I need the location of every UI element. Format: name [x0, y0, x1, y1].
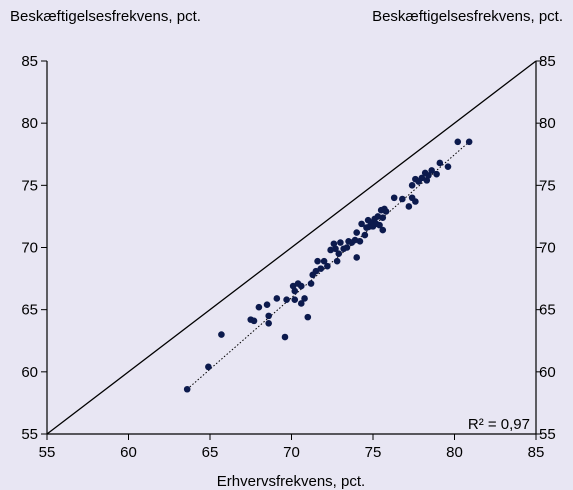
- data-point: [297, 282, 305, 290]
- data-point: [358, 220, 365, 228]
- data-point: [343, 244, 351, 251]
- data-point: [320, 257, 328, 265]
- x-tick-label: 75: [365, 444, 382, 461]
- data-point: [423, 177, 431, 184]
- data-point: [205, 363, 212, 371]
- data-point: [356, 237, 364, 245]
- y-tick-label-right: 85: [539, 53, 556, 70]
- data-point: [379, 214, 387, 221]
- data-point: [408, 182, 416, 189]
- x-tick-label: 85: [528, 444, 545, 461]
- data-point: [291, 296, 299, 304]
- data-points: [183, 138, 473, 393]
- data-point: [361, 231, 369, 239]
- x-tick-label: 55: [39, 444, 56, 461]
- data-point: [425, 172, 432, 179]
- y-tick-label-left: 70: [21, 240, 38, 257]
- data-point: [312, 267, 320, 275]
- data-point: [353, 229, 361, 236]
- data-point: [399, 195, 406, 203]
- y-tick-label-left: 75: [21, 177, 38, 194]
- data-point: [382, 208, 390, 215]
- data-point: [376, 221, 383, 229]
- x-tick-label: 60: [120, 444, 137, 461]
- data-point: [436, 159, 444, 167]
- axes: [41, 60, 542, 440]
- plot-lines: [46, 60, 537, 435]
- data-point: [454, 138, 462, 146]
- data-point: [307, 280, 315, 287]
- data-point: [250, 317, 258, 325]
- data-point: [412, 198, 419, 205]
- x-tick-label: 80: [446, 444, 463, 461]
- data-point: [314, 257, 321, 265]
- data-point: [263, 301, 271, 308]
- y-tick-label-left: 55: [21, 426, 38, 443]
- data-point: [332, 245, 339, 253]
- data-point: [218, 331, 225, 338]
- r-squared-annotation: R² = 0,97: [468, 416, 530, 433]
- y-axis-title-left: Beskæftigelsesfrekvens, pct.: [10, 8, 201, 25]
- y-tick-label-right: 65: [539, 302, 556, 319]
- data-point: [281, 333, 289, 341]
- y-tick-label-right: 60: [539, 364, 556, 381]
- y-tick-label-left: 85: [21, 53, 38, 70]
- data-point: [428, 167, 435, 174]
- y-tick-label-right: 70: [539, 240, 556, 257]
- data-point: [289, 282, 297, 290]
- trendline: [186, 141, 470, 390]
- data-point: [379, 226, 387, 234]
- data-point: [301, 295, 308, 302]
- data-point: [465, 138, 473, 146]
- data-point: [418, 174, 426, 182]
- data-point: [335, 250, 343, 258]
- data-point: [304, 313, 312, 321]
- data-point: [291, 287, 299, 295]
- data-point: [324, 262, 331, 270]
- reference-45-degree-line: [46, 60, 537, 435]
- data-point: [255, 303, 263, 311]
- data-point: [444, 163, 452, 170]
- y-tick-label-right: 80: [539, 115, 556, 132]
- x-tick-label: 65: [202, 444, 219, 461]
- data-point: [405, 203, 413, 210]
- data-point: [183, 385, 191, 393]
- data-point: [390, 194, 398, 202]
- y-tick-label-left: 80: [21, 115, 38, 132]
- data-point: [297, 300, 305, 307]
- y-axis-title-right: Beskæftigelsesfrekvens, pct.: [372, 8, 563, 25]
- x-tick-label: 70: [283, 444, 300, 461]
- x-axis-title: Erhvervsfrekvens, pct.: [217, 473, 365, 490]
- y-tick-label-left: 65: [21, 302, 38, 319]
- data-point: [273, 295, 281, 302]
- y-tick-label-left: 60: [21, 364, 38, 381]
- data-point: [283, 296, 290, 304]
- data-point: [333, 257, 341, 265]
- data-point: [265, 312, 272, 320]
- data-point: [353, 254, 361, 261]
- y-tick-label-right: 55: [539, 426, 556, 443]
- data-point: [317, 265, 325, 272]
- data-point: [265, 320, 272, 327]
- data-point: [433, 170, 440, 178]
- data-point: [330, 240, 338, 248]
- data-point: [337, 239, 344, 246]
- y-tick-label-right: 75: [539, 177, 556, 194]
